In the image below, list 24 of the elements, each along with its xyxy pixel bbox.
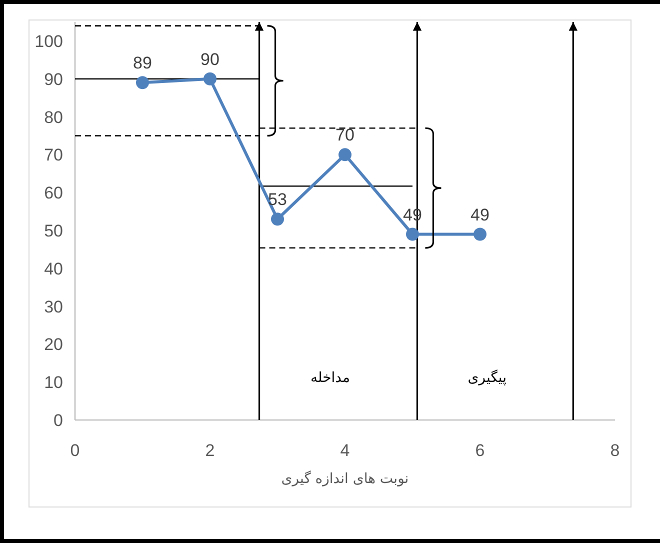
y-tick-label: 0 [54,411,63,430]
y-tick-label: 100 [34,32,63,51]
y-tick-label: 80 [44,108,63,127]
x-tick-label: 2 [205,441,215,460]
annotation: پیگیری [468,369,507,386]
data-label: 53 [268,190,287,210]
y-tick-label: 50 [44,221,63,240]
y-tick-label: 30 [44,297,63,316]
y-tick-label: 10 [44,373,63,392]
y-tick-label: 90 [44,70,63,89]
data-label: 49 [470,205,490,224]
x-tick-label: 4 [340,441,350,460]
x-tick-label: 8 [610,441,620,460]
y-tick-label: 60 [44,184,63,203]
data-label: 90 [200,50,220,69]
annotation: مداخله [310,370,350,386]
data-label: 70 [336,126,354,145]
data-label: 89 [133,54,152,73]
x-tick-label: 0 [70,441,80,460]
y-tick-label: 20 [44,335,63,354]
y-tick-label: 40 [44,259,63,278]
x-tick-label: 6 [475,441,485,460]
y-tick-label: 70 [44,146,63,165]
x-axis-title: نوبت های اندازه گیری [281,470,409,487]
